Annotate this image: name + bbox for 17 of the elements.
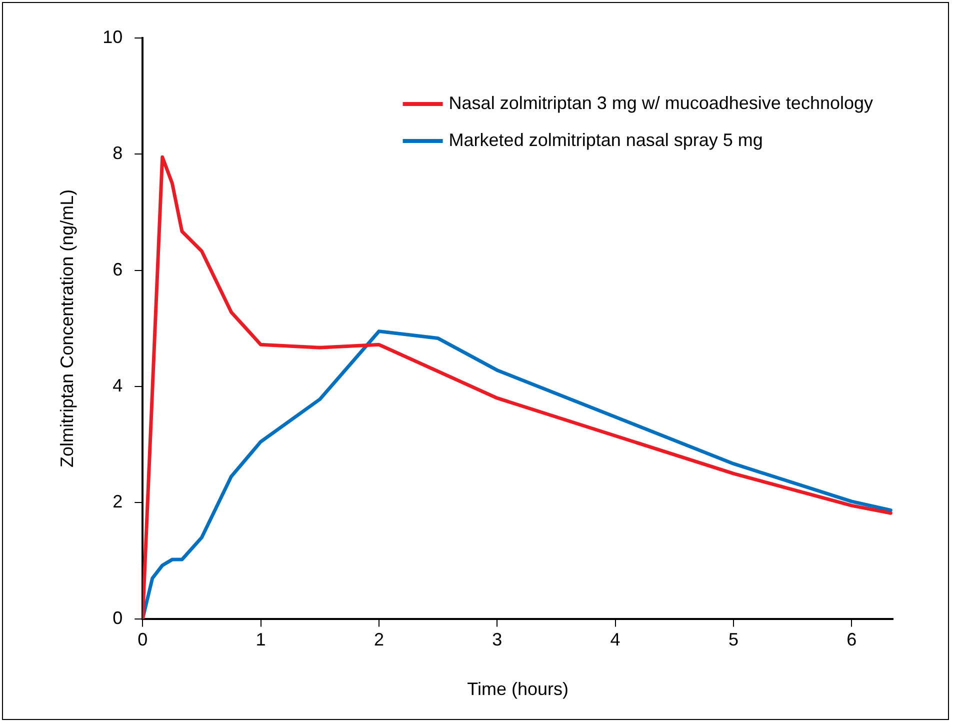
legend-label: Nasal zolmitriptan 3 mg w/ mucoadhesive technology <box>448 92 874 113</box>
y-tick-label: 10 <box>102 26 123 47</box>
x-tick-label: 0 <box>138 630 148 650</box>
x-tick-label: 6 <box>846 630 857 650</box>
x-axis-title: Time (hours) <box>467 679 568 700</box>
legend-label: Marketed zolmitriptan nasal spray 5 mg <box>448 130 763 150</box>
x-tick-label: 2 <box>374 630 384 650</box>
x-tick-label: 3 <box>492 630 502 650</box>
x-tick-label: 4 <box>610 630 620 650</box>
y-tick-label: 4 <box>112 375 123 396</box>
y-axis-title: Zolmitriptan Concentration (ng/mL) <box>56 189 77 468</box>
y-tick-label: 6 <box>112 259 123 280</box>
y-tick-label: 8 <box>112 143 123 164</box>
x-tick-label: 1 <box>256 630 266 650</box>
x-tick-label: 5 <box>728 630 738 650</box>
y-tick-label: 0 <box>112 608 123 628</box>
y-tick-label: 2 <box>112 492 123 512</box>
